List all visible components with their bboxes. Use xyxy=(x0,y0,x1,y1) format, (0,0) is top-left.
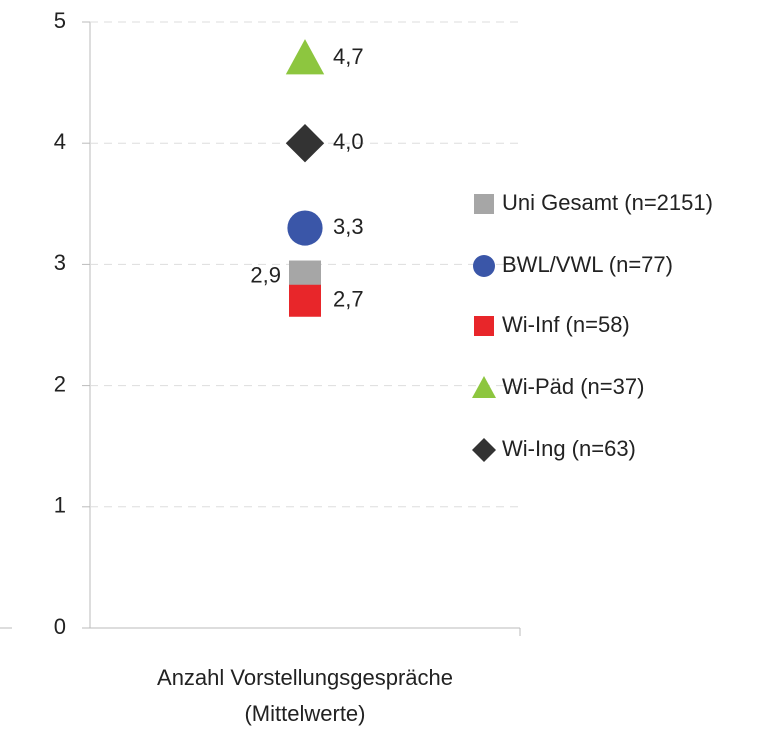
legend-label: BWL/VWL (n=77) xyxy=(502,252,673,277)
marker xyxy=(285,39,325,75)
data-label: 2,7 xyxy=(333,287,364,312)
y-tick-label: 5 xyxy=(54,8,66,33)
x-category-label: Anzahl Vorstellungsgespräche (Mittelwert… xyxy=(157,665,453,726)
data-label: 3,3 xyxy=(333,214,364,239)
legend-marker xyxy=(472,438,496,462)
legend-marker xyxy=(473,255,495,277)
legend-marker xyxy=(472,376,496,398)
legend-marker xyxy=(474,194,494,214)
y-tick-label: 2 xyxy=(54,371,66,396)
y-tick-label: 4 xyxy=(54,129,66,154)
marker xyxy=(289,284,321,317)
marker xyxy=(285,124,325,163)
legend-label: Uni Gesamt (n=2151) xyxy=(502,190,713,215)
legend-label: Wi-Ing (n=63) xyxy=(502,436,636,461)
y-tick-label: 3 xyxy=(54,250,66,275)
data-label: 4,0 xyxy=(333,129,364,154)
data-label: 4,7 xyxy=(333,44,364,69)
data-label: 2,9 xyxy=(250,262,281,287)
legend-label: Wi-Inf (n=58) xyxy=(502,312,630,337)
marker xyxy=(287,210,323,246)
y-tick-label: 1 xyxy=(54,493,66,518)
legend-label: Wi-Päd (n=37) xyxy=(502,374,644,399)
legend-marker xyxy=(474,316,494,336)
y-tick-label: 0 xyxy=(54,614,66,639)
